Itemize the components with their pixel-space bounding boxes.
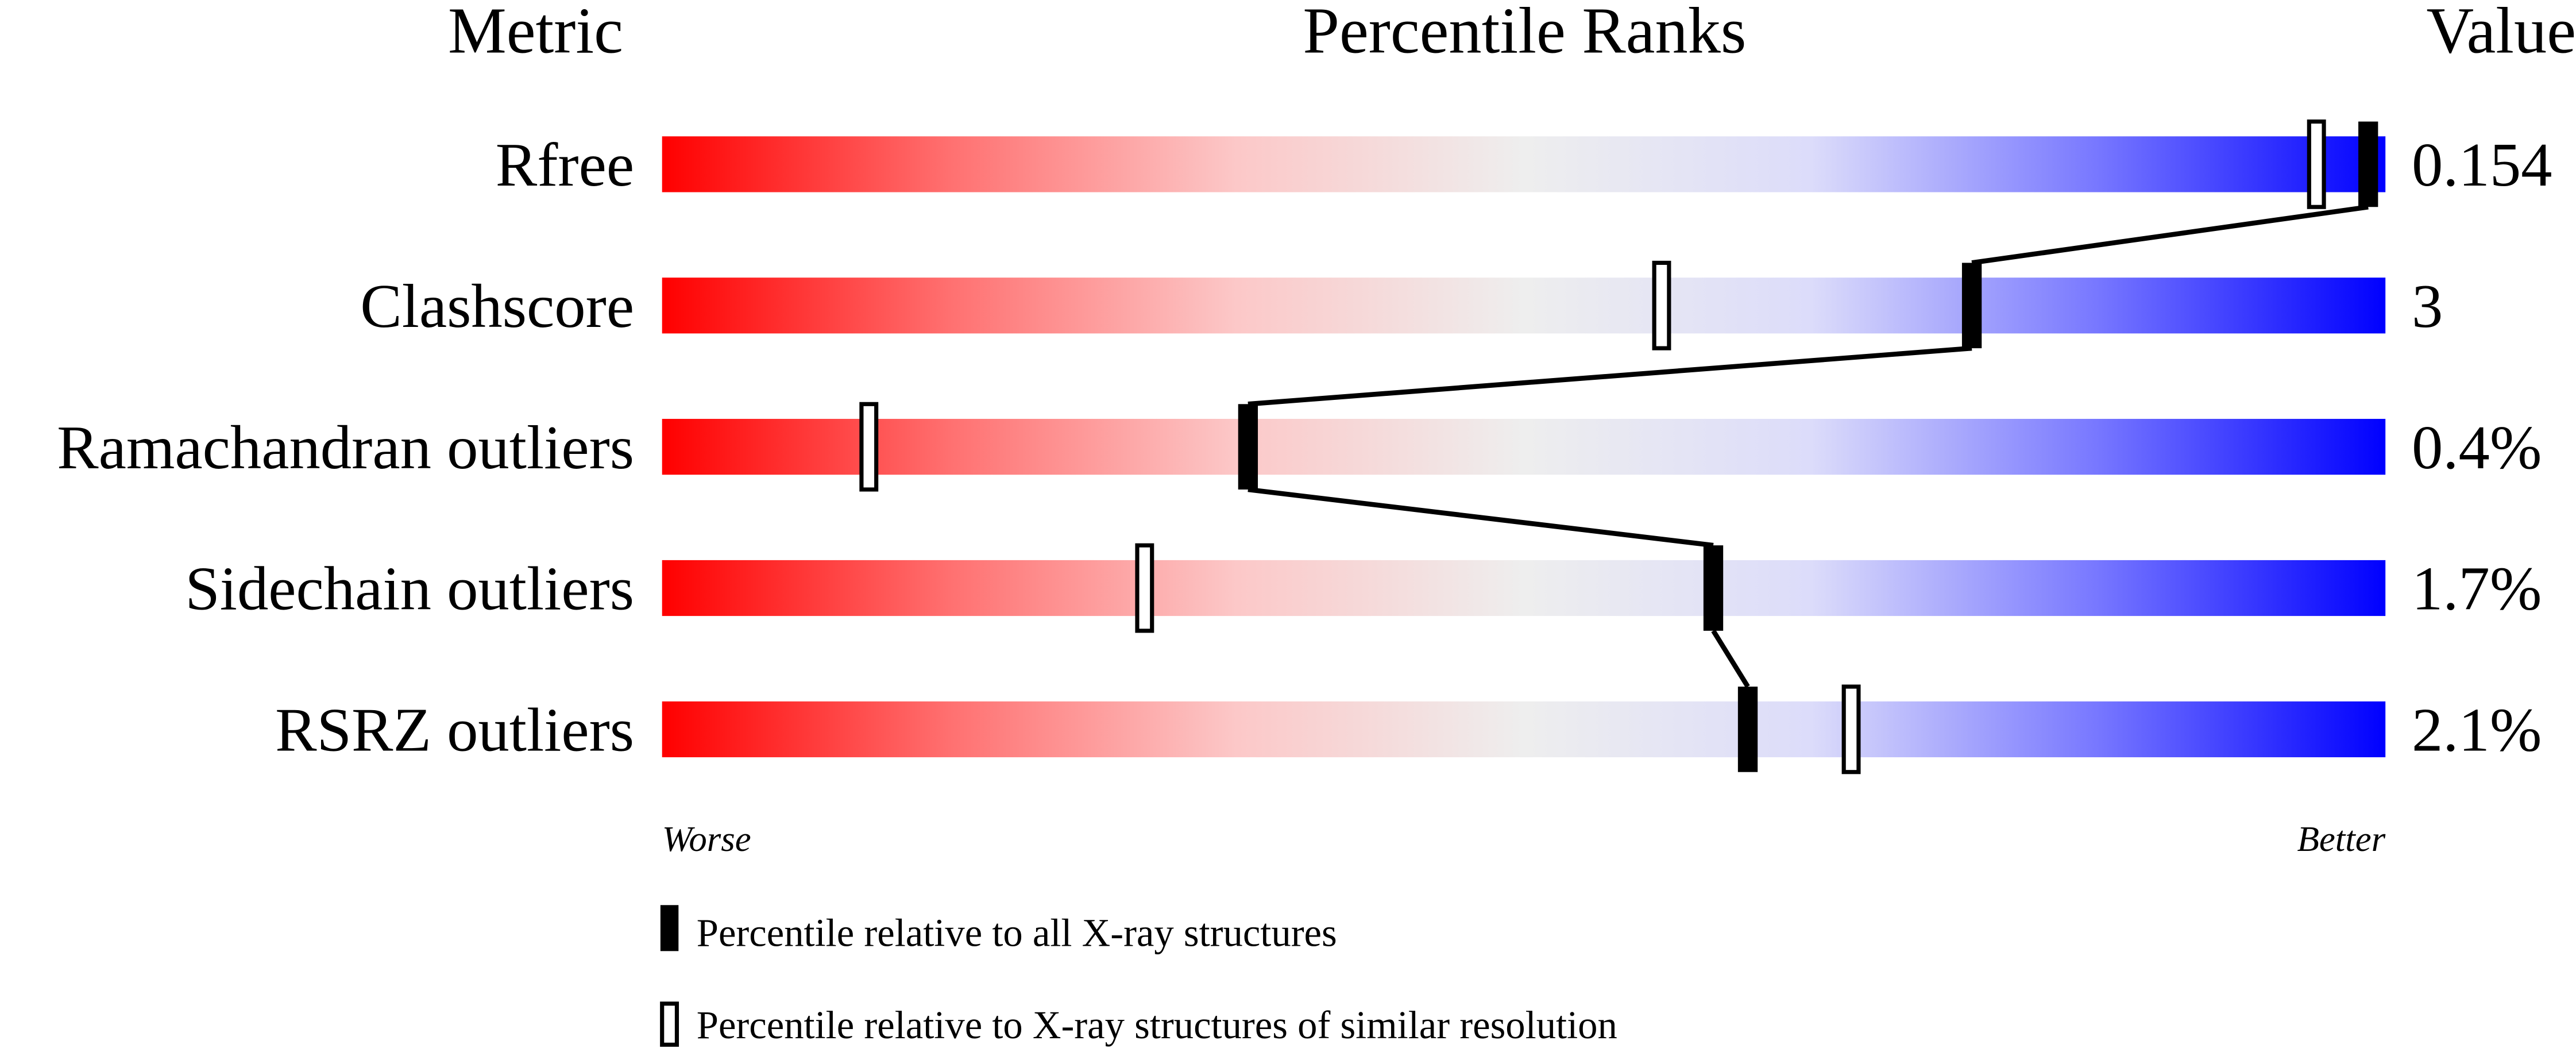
metric-label: Rfree <box>496 130 634 199</box>
metric-label: Sidechain outliers <box>185 554 634 623</box>
axis-label-worse: Worse <box>662 819 751 859</box>
marker-all-structures <box>1961 263 1982 349</box>
percentile-bar <box>662 136 2386 192</box>
metric-label: Clashscore <box>360 271 634 341</box>
axis-label-better: Better <box>2297 819 2385 859</box>
legend-open-marker-icon <box>660 1001 679 1047</box>
header-percentile: Percentile Ranks <box>1303 0 1746 67</box>
percentile-bar <box>662 278 2386 334</box>
metric-label: Ramachandran outliers <box>57 413 634 482</box>
marker-all-structures <box>2358 121 2378 207</box>
legend-label-all: Percentile relative to all X-ray structu… <box>697 911 1337 955</box>
legend-label-similar: Percentile relative to X-ray structures … <box>697 1003 1617 1047</box>
metric-value: 0.154 <box>2412 130 2552 199</box>
header-value: Value <box>2427 0 2576 67</box>
percentile-bar <box>662 701 2386 757</box>
connector-line <box>1711 629 1750 688</box>
marker-all-structures <box>1238 404 1258 490</box>
percentile-bar <box>662 560 2386 617</box>
marker-similar-resolution <box>859 402 879 492</box>
connector-line <box>1248 487 1714 548</box>
marker-similar-resolution <box>1652 260 1671 350</box>
connector-line <box>1971 204 2369 265</box>
metric-value: 3 <box>2412 271 2443 341</box>
metric-label: RSRZ outliers <box>275 695 634 765</box>
header-metric: Metric <box>448 0 623 67</box>
legend-filled-marker-icon <box>660 905 679 951</box>
marker-similar-resolution <box>1841 684 1861 775</box>
percentile-bar <box>662 419 2386 475</box>
metric-value: 2.1% <box>2412 695 2542 765</box>
marker-similar-resolution <box>2307 119 2326 209</box>
metric-value: 0.4% <box>2412 413 2542 482</box>
metric-value: 1.7% <box>2412 554 2542 623</box>
marker-all-structures <box>1737 687 1758 772</box>
connector-line <box>1248 345 1972 407</box>
marker-all-structures <box>1703 545 1724 631</box>
marker-similar-resolution <box>1135 543 1154 633</box>
